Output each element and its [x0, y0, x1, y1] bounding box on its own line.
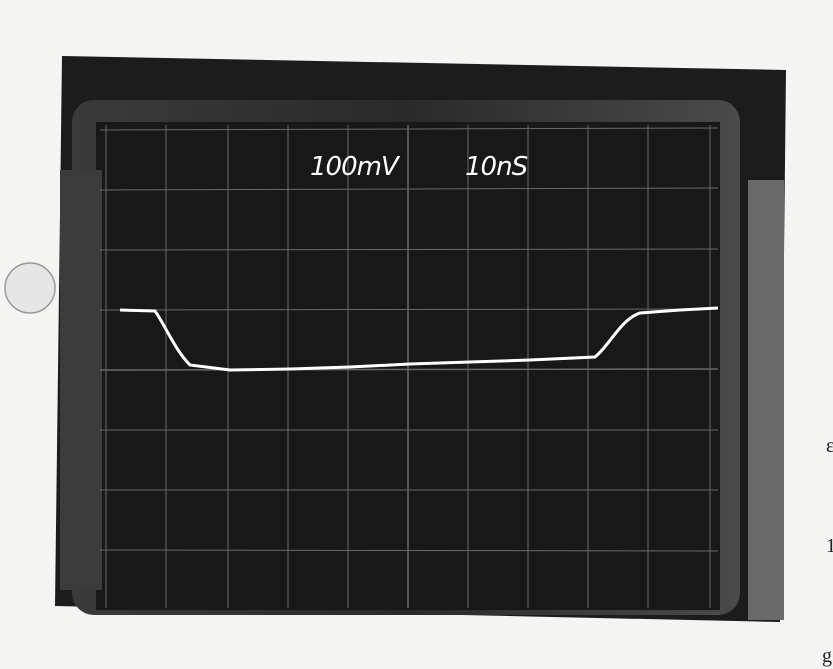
punch-hole: [4, 262, 56, 314]
right-edge: [748, 180, 784, 620]
edge-text: g: [822, 645, 832, 667]
trace: [119, 306, 719, 372]
volts-per-div: 100mV: [310, 152, 401, 182]
left-edge: [60, 170, 102, 590]
edge-text: 1: [826, 535, 833, 557]
time-per-div: 10nS: [465, 152, 528, 182]
edge-text: ε: [826, 435, 833, 457]
